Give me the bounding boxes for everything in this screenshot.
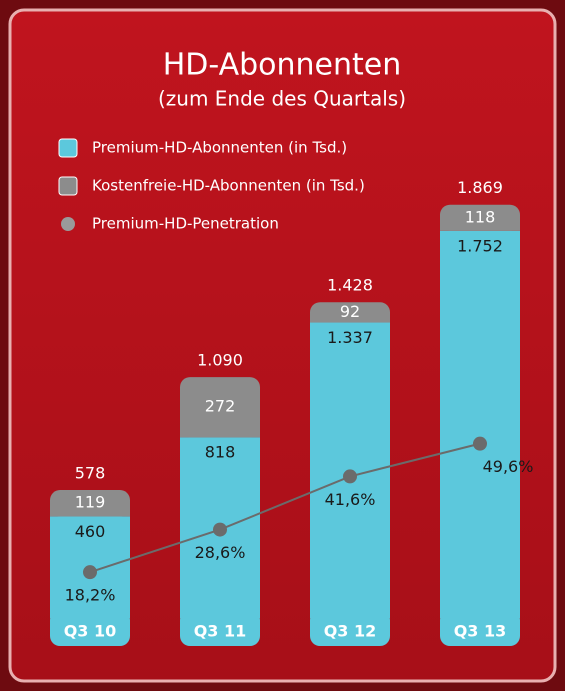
value-label: 119: [75, 493, 106, 512]
bar-segment-join: [180, 427, 260, 438]
bar-segment: [180, 377, 260, 438]
penetration-point: [473, 436, 487, 451]
total-label: 1.869: [457, 178, 503, 197]
chart-subtitle: (zum Ende des Quartals): [158, 87, 406, 111]
value-label: 818: [205, 443, 236, 462]
bar-segment-join: [440, 220, 520, 231]
chart-title: HD-Abonnenten: [163, 48, 401, 83]
category-label: Q3 11: [194, 622, 247, 641]
bar-base: [50, 610, 130, 646]
legend-label: Kostenfreie-HD-Abonnenten (in Tsd.): [92, 177, 365, 195]
bar-base: [180, 610, 260, 646]
panel: [8, 8, 557, 683]
value-label: 1.337: [327, 328, 373, 347]
value-label: 41,6%: [325, 490, 376, 509]
value-label: 49,6%: [483, 457, 534, 476]
bar-segment-join: [50, 506, 130, 517]
penetration-point: [343, 469, 357, 484]
bar-segment-join: [310, 312, 390, 323]
total-label: 578: [75, 464, 106, 483]
bar-segment: [440, 230, 520, 619]
category-label: Q3 12: [324, 622, 377, 641]
value-label: 28,6%: [195, 543, 246, 562]
penetration-line: [89, 442, 481, 574]
category-label: Q3 10: [64, 622, 117, 641]
penetration-point: [213, 522, 227, 537]
bar-base: [440, 610, 520, 646]
legend-swatch: [58, 176, 78, 196]
total-label: 1.428: [327, 276, 373, 295]
legend-label: Premium-HD-Penetration: [92, 215, 279, 233]
value-label: 460: [75, 522, 106, 541]
category-label: Q3 13: [454, 622, 507, 641]
value-label: 92: [340, 302, 360, 321]
value-label: 118: [465, 207, 496, 226]
legend-marker: [61, 217, 75, 231]
bar-base: [310, 610, 390, 646]
value-label: 1.752: [457, 236, 503, 255]
legend-label: Premium-HD-Abonnenten (in Tsd.): [92, 139, 347, 157]
value-label: 18,2%: [65, 586, 116, 605]
legend-swatch: [58, 138, 78, 158]
value-label: 272: [205, 397, 236, 416]
total-label: 1.090: [197, 351, 243, 370]
penetration-point: [83, 565, 97, 580]
